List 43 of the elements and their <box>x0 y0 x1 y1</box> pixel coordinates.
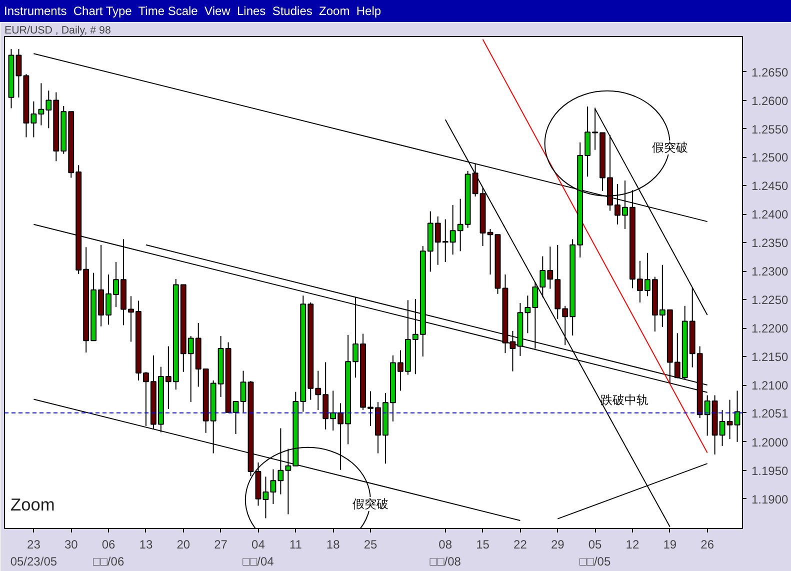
text: Instruments Chart Type Time Scale View Lines Studies Zoom Help <box>4 3 382 20</box>
x-tick-label: 12 <box>626 538 640 552</box>
y-tick-label: 1.2550 <box>752 122 789 136</box>
x-tick-label: 20 <box>176 538 190 552</box>
y-tick-label: 1.1900 <box>752 492 789 506</box>
annotation: 假突破 <box>352 497 389 512</box>
x-tick-label: 23 05/23/05 <box>10 538 58 568</box>
y-tick-label: 1.2200 <box>752 322 789 336</box>
y-tick-label: 1.2400 <box>752 208 789 222</box>
y-tick-label: 1.2350 <box>752 236 789 250</box>
x-tick-label: 29 <box>550 538 565 552</box>
x-tick-label: 18 <box>326 538 340 552</box>
x-tick-label: 05 □□/05 <box>579 538 611 568</box>
annotation: Zoom <box>10 494 55 514</box>
x-tick-label: 15 <box>476 538 490 552</box>
y-tick-label: 1.2600 <box>752 94 789 108</box>
y-tick-label: 1.1950 <box>752 464 789 478</box>
candlestick <box>16 48 22 98</box>
x-tick-label: 08 □□/08 <box>430 538 462 568</box>
y-tick-label: 1.2300 <box>752 264 789 279</box>
annotation: 假突破 <box>652 140 688 155</box>
y-tick-label: 1.2250 <box>752 293 789 308</box>
chart-title: EUR/USD , Daily, # 98 <box>4 24 111 36</box>
x-tick-label: 04 □□/04 <box>242 538 274 568</box>
y-tick-label: 1.2450 <box>752 179 789 194</box>
x-tick-label: 13 <box>139 538 153 552</box>
x-tick-label: 30 <box>64 538 78 552</box>
ref-line-label: 跌破中轨 <box>600 392 648 407</box>
y-tick-label: 1.2051 <box>752 406 789 420</box>
y-tick-label: 1.2500 <box>752 150 789 165</box>
x-tick-label: 27 <box>214 538 228 552</box>
x-tick-label: 26 <box>700 538 714 552</box>
x-tick-label: 06 □□/06 <box>92 538 124 568</box>
y-tick-label: 1.2000 <box>752 435 789 450</box>
candlestick <box>734 390 740 442</box>
y-tick-label: 1.2150 <box>752 350 789 364</box>
x-tick-label: 22 <box>514 538 528 552</box>
y-tick-label: 1.2100 <box>752 378 789 392</box>
x-tick-label: 11 <box>289 538 302 552</box>
x-tick-label: 19 <box>663 538 677 552</box>
y-tick-label: 1.2650 <box>752 65 789 80</box>
candlestick <box>240 370 246 413</box>
x-tick-label: 25 <box>364 538 378 552</box>
